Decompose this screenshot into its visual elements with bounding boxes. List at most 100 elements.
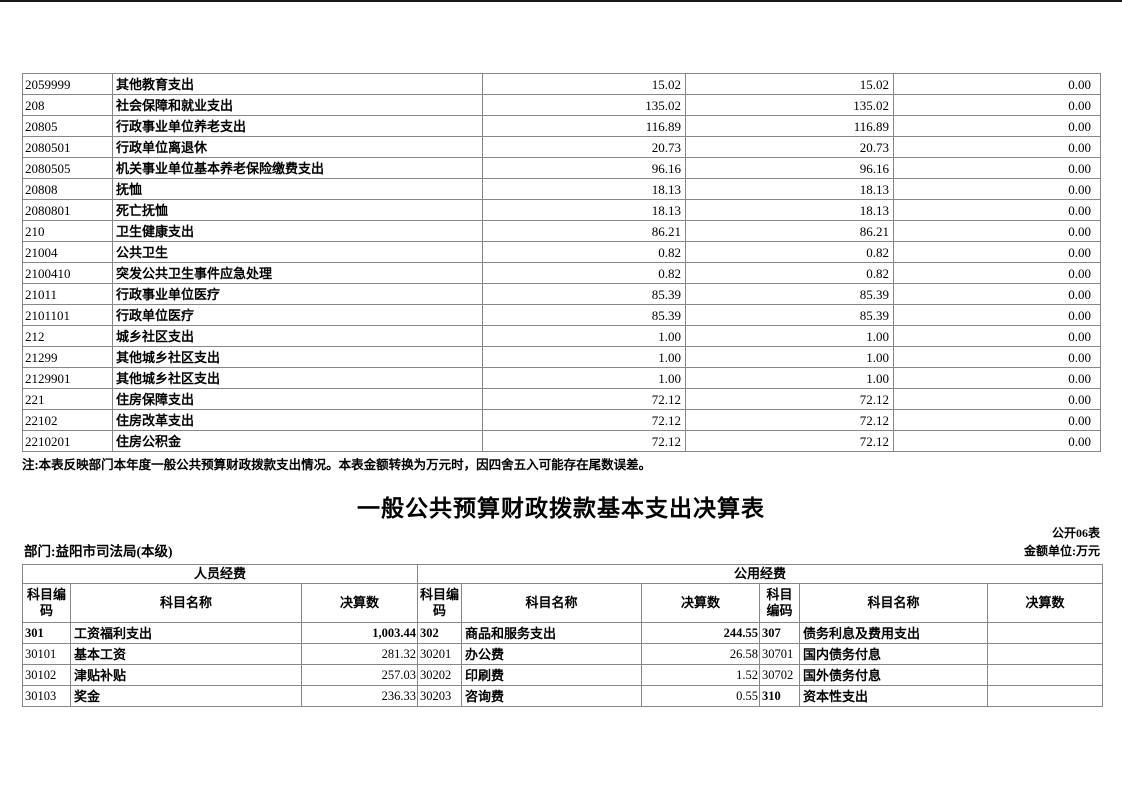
subject-name-cell: 其他城乡社区支出 xyxy=(112,367,483,389)
subject-name-cell: 印刷费 xyxy=(461,664,642,686)
amount-cell: 85.39 xyxy=(482,304,686,326)
col-header-subject-code: 科目编码 xyxy=(417,583,462,623)
subject-name-cell: 城乡社区支出 xyxy=(112,325,483,347)
subject-name-cell: 行政单位离退休 xyxy=(112,136,483,158)
subject-name-cell: 咨询费 xyxy=(461,685,642,707)
table1-row: 2100410 突发公共卫生事件应急处理 0.82 0.82 0.00 xyxy=(22,262,1101,284)
amount-cell: 0.00 xyxy=(893,157,1101,179)
amount-cell: 116.89 xyxy=(482,115,686,137)
subject-code-cell: 2080505 xyxy=(22,157,113,179)
amount-cell: 236.33 xyxy=(301,685,418,707)
subject-code-cell: 2080801 xyxy=(22,199,113,221)
subject-code-cell: 30201 xyxy=(417,643,462,665)
subject-name-cell: 办公费 xyxy=(461,643,642,665)
table1-row: 2129901 其他城乡社区支出 1.00 1.00 0.00 xyxy=(22,367,1101,389)
subject-code-cell: 20805 xyxy=(22,115,113,137)
subject-code-cell: 302 xyxy=(417,622,462,644)
amount-cell: 0.82 xyxy=(482,262,686,284)
basic-expenditure-table: 人员经费 公用经费 科目编码 科目名称 决算数 科目编码 科目名称 决算数 科目… xyxy=(22,564,1104,707)
subject-name-cell: 国外债务付息 xyxy=(799,664,988,686)
table1-row: 20805 行政事业单位养老支出 116.89 116.89 0.00 xyxy=(22,115,1101,137)
subject-name-cell: 住房保障支出 xyxy=(112,388,483,410)
subject-name-cell: 奖金 xyxy=(70,685,302,707)
table1-row: 2059999 其他教育支出 15.02 15.02 0.00 xyxy=(22,73,1101,95)
subject-name-cell: 行政事业单位医疗 xyxy=(112,283,483,305)
col-header-final-amount: 决算数 xyxy=(641,583,760,623)
subject-name-cell: 卫生健康支出 xyxy=(112,220,483,242)
amount-cell: 135.02 xyxy=(685,94,894,116)
amount-cell: 86.21 xyxy=(482,220,686,242)
subject-code-cell: 30203 xyxy=(417,685,462,707)
amount-cell: 72.12 xyxy=(685,409,894,431)
subject-name-cell: 社会保障和就业支出 xyxy=(112,94,483,116)
amount-cell: 72.12 xyxy=(482,430,686,452)
amount-cell: 15.02 xyxy=(685,73,894,95)
amount-cell: 1.00 xyxy=(685,346,894,368)
amount-cell: 0.82 xyxy=(685,262,894,284)
table1-row: 2080501 行政单位离退休 20.73 20.73 0.00 xyxy=(22,136,1101,158)
amount-cell: 1.00 xyxy=(685,367,894,389)
subject-code-cell: 2100410 xyxy=(22,262,113,284)
subject-name-cell: 抚恤 xyxy=(112,178,483,200)
subject-name-cell: 突发公共卫生事件应急处理 xyxy=(112,262,483,284)
table1-row: 21299 其他城乡社区支出 1.00 1.00 0.00 xyxy=(22,346,1101,368)
table1-body: 2059999 其他教育支出 15.02 15.02 0.00 208 社会保障和就业支出 1… xyxy=(22,73,1101,452)
amount-cell: 96.16 xyxy=(482,157,686,179)
subject-name-cell: 机关事业单位基本养老保险缴费支出 xyxy=(112,157,483,179)
subject-code-cell: 2210201 xyxy=(22,430,113,452)
subject-name-cell: 公共卫生 xyxy=(112,241,483,263)
col-header-final-amount: 决算数 xyxy=(301,583,418,623)
subject-code-cell: 30701 xyxy=(759,643,800,665)
amount-cell: 18.13 xyxy=(482,199,686,221)
col-header-subject-code: 科目编码 xyxy=(22,583,71,623)
subject-code-cell: 2129901 xyxy=(22,367,113,389)
table1-row: 210 卫生健康支出 86.21 86.21 0.00 xyxy=(22,220,1101,242)
subject-name-cell: 国内债务付息 xyxy=(799,643,988,665)
subject-code-cell: 21004 xyxy=(22,241,113,263)
table1-row: 208 社会保障和就业支出 135.02 135.02 0.00 xyxy=(22,94,1101,116)
amount-cell: 0.00 xyxy=(893,409,1101,431)
amount-cell: 0.00 xyxy=(893,199,1101,221)
subject-name-cell: 津贴补贴 xyxy=(70,664,302,686)
amount-cell: 281.32 xyxy=(301,643,418,665)
amount-cell: 0.00 xyxy=(893,430,1101,452)
amount-cell: 0.00 xyxy=(893,94,1101,116)
amount-cell: 116.89 xyxy=(685,115,894,137)
subject-code-cell: 30102 xyxy=(22,664,71,686)
amount-cell: 26.58 xyxy=(641,643,760,665)
col-header-subject-code: 科目编码 xyxy=(759,583,800,623)
group-header-public-funds: 公用经费 xyxy=(416,564,1104,584)
subject-code-cell: 30103 xyxy=(22,685,71,707)
subject-name-cell: 死亡抚恤 xyxy=(112,199,483,221)
amount-cell: 18.13 xyxy=(482,178,686,200)
table2-row: 30101 基本工资 281.32 30201 办公费 26.58 30701 国内债务付息 xyxy=(22,643,1104,665)
table1-row: 21004 公共卫生 0.82 0.82 0.00 xyxy=(22,241,1101,263)
amount-cell: 0.00 xyxy=(893,136,1101,158)
col-header-subject-name: 科目名称 xyxy=(799,583,988,623)
amount-cell: 18.13 xyxy=(685,199,894,221)
subject-code-cell: 210 xyxy=(22,220,113,242)
subject-code-cell: 307 xyxy=(759,622,800,644)
amount-cell: 18.13 xyxy=(685,178,894,200)
amount-cell: 1.00 xyxy=(685,325,894,347)
amount-cell: 86.21 xyxy=(685,220,894,242)
table1-row: 20808 抚恤 18.13 18.13 0.00 xyxy=(22,178,1101,200)
amount-cell xyxy=(986,643,1104,665)
col-header-subject-name: 科目名称 xyxy=(70,583,302,623)
amount-cell: 257.03 xyxy=(301,664,418,686)
amount-cell: 72.12 xyxy=(685,388,894,410)
amount-cell: 0.00 xyxy=(893,325,1101,347)
amount-cell: 72.12 xyxy=(685,430,894,452)
amount-cell: 85.39 xyxy=(685,304,894,326)
table-note: 注:本表反映部门本年度一般公共预算财政拨款支出情况。本表金额转换为万元时，因四舍… xyxy=(22,458,652,472)
table1-row: 2101101 行政单位医疗 85.39 85.39 0.00 xyxy=(22,304,1101,326)
amount-cell: 1,003.44 xyxy=(301,622,418,644)
table2-body: 301 工资福利支出 1,003.44 302 商品和服务支出 244.55 307 债务利息… xyxy=(22,622,1104,707)
subject-code-cell: 301 xyxy=(22,622,71,644)
amount-cell xyxy=(986,622,1104,644)
amount-cell: 0.00 xyxy=(893,367,1101,389)
amount-cell: 0.00 xyxy=(893,304,1101,326)
table1-row: 22102 住房改革支出 72.12 72.12 0.00 xyxy=(22,409,1101,431)
amount-cell: 20.73 xyxy=(685,136,894,158)
